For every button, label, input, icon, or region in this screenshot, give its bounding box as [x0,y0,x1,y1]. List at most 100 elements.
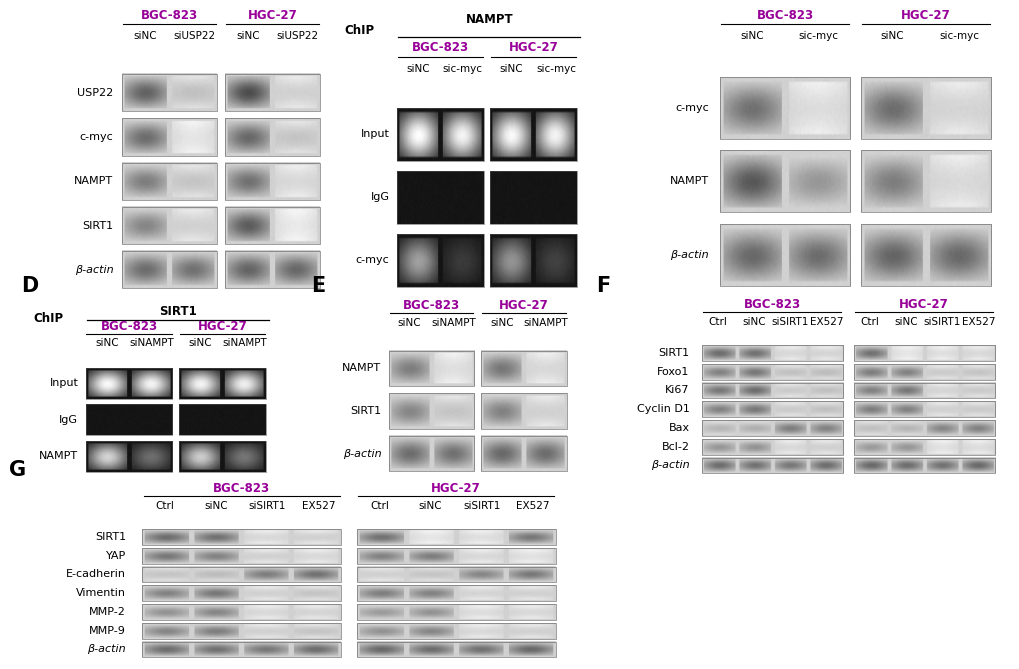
Text: NAMPT: NAMPT [669,177,708,186]
Text: BGC-823: BGC-823 [213,482,270,495]
Bar [86,405,172,436]
Text: siNAMPT: siNAMPT [431,318,476,328]
Text: ChIP: ChIP [343,23,374,37]
Bar [122,74,217,112]
Text: IgG: IgG [370,192,389,202]
Text: c-myc: c-myc [675,102,708,112]
Text: Cyclin D1: Cyclin D1 [636,404,689,414]
Text: siNC: siNC [490,318,514,328]
Text: siNC: siNC [419,501,442,511]
Bar [225,118,320,156]
Bar [853,383,994,398]
Bar [122,251,217,288]
Bar [481,393,567,429]
Text: β-actin: β-actin [342,448,381,458]
Text: BGC-823: BGC-823 [756,9,813,22]
Bar [179,441,266,472]
Bar [701,458,842,473]
Text: NAMPT: NAMPT [39,452,78,462]
Text: sic-myc: sic-myc [536,64,576,74]
Bar [396,171,483,224]
Bar [122,163,217,200]
Text: BGC-823: BGC-823 [403,298,460,312]
Bar [701,439,842,454]
Text: siNAMPT: siNAMPT [523,318,568,328]
Bar [701,364,842,379]
Text: HGC-27: HGC-27 [198,320,248,332]
Text: BGC-823: BGC-823 [141,9,198,22]
Text: siNC: siNC [205,501,228,511]
Text: Ki67: Ki67 [664,385,689,395]
Text: siNC: siNC [189,339,212,349]
Text: siNC: siNC [236,31,260,41]
Text: β-actin: β-actin [669,250,708,260]
Text: siNAMPT: siNAMPT [222,339,267,349]
Bar [701,401,842,417]
Text: NAMPT: NAMPT [74,177,113,186]
Bar [860,151,989,212]
Bar [357,642,555,657]
Text: EX527: EX527 [809,317,843,327]
Text: siNC: siNC [499,64,523,74]
Text: siNC: siNC [739,31,763,41]
Text: β-actin: β-actin [74,265,113,275]
Bar [481,436,567,472]
Text: Foxo1: Foxo1 [656,367,689,377]
Bar [122,207,217,244]
Bar [396,108,483,161]
Bar [143,529,341,545]
Text: Ctrl: Ctrl [707,317,727,327]
Bar [357,548,555,563]
Bar [86,368,172,399]
Bar [143,548,341,563]
Bar [481,351,567,386]
Text: MMP-2: MMP-2 [89,607,126,617]
Bar [179,405,266,436]
Text: F: F [595,276,609,296]
Text: EX527: EX527 [516,501,549,511]
Bar [143,642,341,657]
Bar [122,118,217,156]
Bar [225,74,320,112]
Text: Ctrl: Ctrl [156,501,174,511]
Bar [357,529,555,545]
Bar [388,351,474,386]
Text: SIRT1: SIRT1 [350,406,381,416]
Text: NAMPT: NAMPT [465,13,513,25]
Bar [225,163,320,200]
Text: HGC-27: HGC-27 [248,9,298,22]
Bar [143,567,341,582]
Text: β-actin: β-actin [650,460,689,470]
Text: EX527: EX527 [961,317,995,327]
Bar [143,604,341,619]
Text: HGC-27: HGC-27 [431,482,481,495]
Bar [853,401,994,417]
Text: SIRT1: SIRT1 [83,221,113,231]
Bar [357,623,555,638]
Text: β-actin: β-actin [88,644,126,654]
Bar [719,151,850,212]
Text: sic-myc: sic-myc [442,64,482,74]
Bar [86,441,172,472]
Text: HGC-27: HGC-27 [508,41,558,54]
Bar [225,251,320,288]
Bar [490,171,577,224]
Text: EX527: EX527 [302,501,335,511]
Text: Ctrl: Ctrl [370,501,388,511]
Text: siNC: siNC [133,31,157,41]
Bar [143,585,341,601]
Text: G: G [9,460,25,480]
Text: USP22: USP22 [77,88,113,98]
Text: sic-myc: sic-myc [798,31,838,41]
Bar [853,458,994,473]
Text: Ctrl: Ctrl [859,317,878,327]
Bar [860,224,989,286]
Text: YAP: YAP [106,551,126,561]
Text: BGC-823: BGC-823 [743,298,800,311]
Text: siSIRT1: siSIRT1 [463,501,500,511]
Text: ChIP: ChIP [33,312,63,325]
Text: Vimentin: Vimentin [76,588,126,598]
Bar [357,585,555,601]
Bar [490,108,577,161]
Bar [388,393,474,429]
